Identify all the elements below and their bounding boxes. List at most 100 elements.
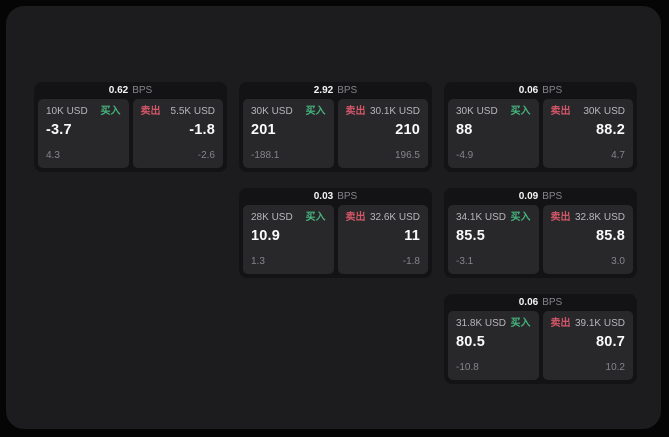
buy-quote-panel[interactable]: 31.8K USD 买入 80.5 -10.8: [448, 311, 539, 380]
quote-card: 0.09 BPS 34.1K USD 买入 85.5 -3.1 卖出 32.8K…: [444, 188, 637, 278]
buy-quote-panel[interactable]: 28K USD 买入 10.9 1.3: [243, 205, 334, 274]
bps-header: 2.92 BPS: [243, 82, 428, 99]
sell-amount-label: 32.8K USD: [574, 212, 625, 223]
buy-price-value: -3.7: [46, 122, 72, 138]
bps-unit-label: BPS: [542, 85, 563, 96]
bps-unit-label: BPS: [337, 191, 358, 202]
buy-quote-panel[interactable]: 34.1K USD 买入 85.5 -3.1: [448, 205, 539, 274]
buy-panel-top: 30K USD 买入: [251, 106, 326, 118]
sell-change-value: 196.5: [394, 150, 420, 161]
buy-price-value: 80.5: [456, 334, 486, 350]
bps-value: 0.06: [518, 85, 539, 96]
bps-value: 2.92: [313, 85, 334, 96]
quote-card-body: 31.8K USD 买入 80.5 -10.8 卖出 39.1K USD 80.…: [448, 311, 633, 380]
bps-header: 0.62 BPS: [38, 82, 223, 99]
bps-unit-label: BPS: [337, 85, 358, 96]
buy-panel-top: 30K USD 买入: [456, 106, 531, 118]
buy-amount-label: 34.1K USD: [456, 212, 507, 223]
sell-price-value: 210: [395, 122, 420, 138]
sell-quote-panel[interactable]: 卖出 32.8K USD 85.8 3.0: [542, 205, 633, 274]
quote-card-body: 30K USD 买入 201 -188.1 卖出 30.1K USD 210 1…: [243, 99, 428, 168]
sell-amount-label: 32.6K USD: [369, 212, 420, 223]
buy-side-label: 买入: [510, 212, 531, 223]
sell-panel-top: 卖出 32.8K USD: [551, 212, 626, 224]
buy-change-value: -4.9: [456, 150, 474, 161]
buy-quote-panel[interactable]: 10K USD 买入 -3.7 4.3: [38, 99, 129, 168]
quote-card-body: 10K USD 买入 -3.7 4.3 卖出 5.5K USD -1.8 -2.…: [38, 99, 223, 168]
sell-change-value: 10.2: [605, 362, 625, 373]
bps-header: 0.09 BPS: [448, 188, 633, 205]
buy-quote-panel[interactable]: 30K USD 买入 88 -4.9: [448, 99, 539, 168]
quote-card-body: 30K USD 买入 88 -4.9 卖出 30K USD 88.2 4.7: [448, 99, 633, 168]
sell-amount-label: 30K USD: [583, 106, 625, 117]
sell-price-value: 85.8: [595, 228, 625, 244]
buy-amount-label: 10K USD: [46, 106, 88, 117]
buy-side-label: 买入: [510, 106, 531, 117]
bps-value: 0.03: [313, 191, 334, 202]
sell-change-value: 3.0: [611, 256, 625, 267]
buy-price-value: 201: [251, 122, 276, 138]
sell-side-label: 卖出: [345, 212, 366, 223]
bps-header: 0.03 BPS: [243, 188, 428, 205]
buy-change-value: -3.1: [456, 256, 474, 267]
buy-change-value: -188.1: [251, 150, 280, 161]
buy-quote-panel[interactable]: 30K USD 买入 201 -188.1: [243, 99, 334, 168]
sell-amount-label: 5.5K USD: [170, 106, 215, 117]
sell-panel-top: 卖出 5.5K USD: [141, 106, 216, 118]
quote-card: 0.06 BPS 30K USD 买入 88 -4.9 卖出 30K USD 8…: [444, 82, 637, 172]
bps-value: 0.62: [108, 85, 129, 96]
bps-unit-label: BPS: [132, 85, 153, 96]
sell-price-value: 88.2: [595, 122, 625, 138]
sell-panel-top: 卖出 30K USD: [551, 106, 626, 118]
buy-change-value: 4.3: [46, 150, 60, 161]
buy-panel-top: 10K USD 买入: [46, 106, 121, 118]
sell-panel-top: 卖出 30.1K USD: [346, 106, 421, 118]
sell-price-value: 11: [404, 228, 420, 244]
sell-amount-label: 30.1K USD: [369, 106, 420, 117]
buy-change-value: 1.3: [251, 256, 265, 267]
quote-card: 2.92 BPS 30K USD 买入 201 -188.1 卖出 30.1K …: [239, 82, 432, 172]
sell-quote-panel[interactable]: 卖出 39.1K USD 80.7 10.2: [542, 311, 633, 380]
sell-panel-top: 卖出 32.6K USD: [346, 212, 421, 224]
sell-price-value: 80.7: [595, 334, 625, 350]
sell-quote-panel[interactable]: 卖出 30.1K USD 210 196.5: [337, 99, 428, 168]
sell-amount-label: 39.1K USD: [574, 318, 625, 329]
buy-side-label: 买入: [510, 318, 531, 329]
sell-change-value: 4.7: [611, 150, 625, 161]
sell-quote-panel[interactable]: 卖出 5.5K USD -1.8 -2.6: [132, 99, 223, 168]
buy-side-label: 买入: [100, 106, 121, 117]
buy-price-value: 88: [456, 122, 473, 138]
buy-side-label: 买入: [305, 212, 326, 223]
buy-amount-label: 30K USD: [456, 106, 498, 117]
bps-value: 0.09: [518, 191, 539, 202]
sell-quote-panel[interactable]: 卖出 32.6K USD 11 -1.8: [337, 205, 428, 274]
buy-amount-label: 31.8K USD: [456, 318, 507, 329]
main-panel: 0.62 BPS 10K USD 买入 -3.7 4.3 卖出 5.5K USD…: [6, 6, 661, 429]
cards-grid: 0.62 BPS 10K USD 买入 -3.7 4.3 卖出 5.5K USD…: [34, 82, 637, 384]
sell-change-value: -1.8: [402, 256, 420, 267]
bps-header: 0.06 BPS: [448, 294, 633, 311]
buy-panel-top: 28K USD 买入: [251, 212, 326, 224]
buy-side-label: 买入: [305, 106, 326, 117]
quote-card: 0.06 BPS 31.8K USD 买入 80.5 -10.8 卖出 39.1…: [444, 294, 637, 384]
bps-header: 0.06 BPS: [448, 82, 633, 99]
sell-side-label: 卖出: [550, 318, 571, 329]
sell-side-label: 卖出: [345, 106, 366, 117]
buy-change-value: -10.8: [456, 362, 479, 373]
sell-side-label: 卖出: [550, 212, 571, 223]
buy-panel-top: 34.1K USD 买入: [456, 212, 531, 224]
buy-panel-top: 31.8K USD 买入: [456, 318, 531, 330]
buy-amount-label: 28K USD: [251, 212, 293, 223]
quote-card: 0.62 BPS 10K USD 买入 -3.7 4.3 卖出 5.5K USD…: [34, 82, 227, 172]
sell-side-label: 卖出: [140, 106, 161, 117]
sell-change-value: -2.6: [197, 150, 215, 161]
sell-quote-panel[interactable]: 卖出 30K USD 88.2 4.7: [542, 99, 633, 168]
bps-value: 0.06: [518, 297, 539, 308]
quote-card-body: 28K USD 买入 10.9 1.3 卖出 32.6K USD 11 -1.8: [243, 205, 428, 274]
sell-side-label: 卖出: [550, 106, 571, 117]
sell-panel-top: 卖出 39.1K USD: [551, 318, 626, 330]
bps-unit-label: BPS: [542, 297, 563, 308]
buy-price-value: 10.9: [251, 228, 281, 244]
quote-card: 0.03 BPS 28K USD 买入 10.9 1.3 卖出 32.6K US…: [239, 188, 432, 278]
buy-price-value: 85.5: [456, 228, 486, 244]
